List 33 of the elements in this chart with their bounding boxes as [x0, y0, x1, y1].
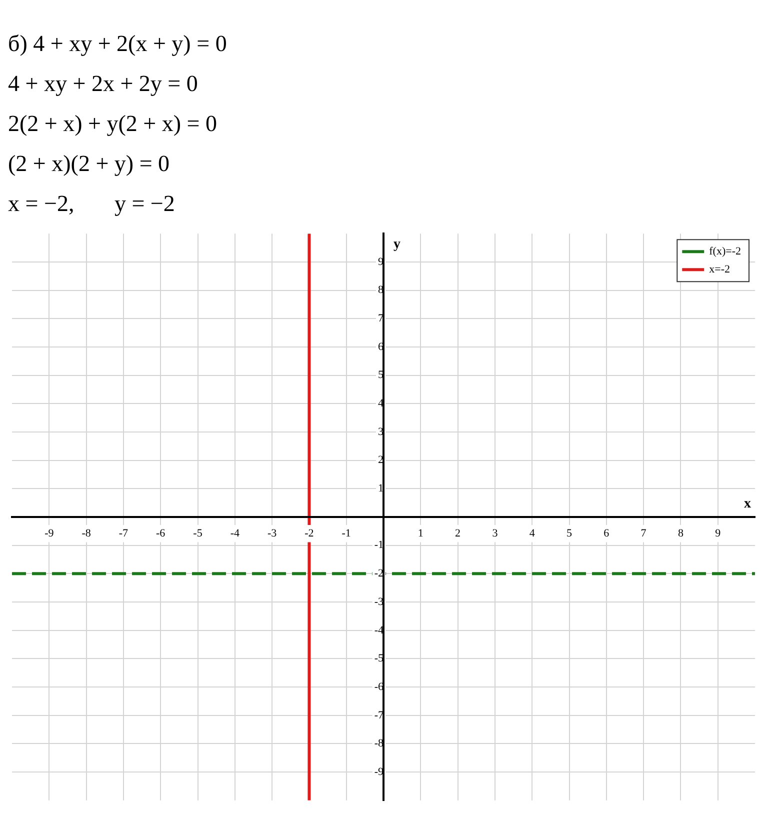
x-tick-label: 9 — [715, 527, 722, 540]
x-tick-label: -1 — [342, 527, 351, 540]
x-axis-title: x — [744, 496, 751, 512]
text: б) 4 + xy + 2(x + y) = 0 — [8, 30, 228, 58]
y-tick-label: -1 — [374, 539, 384, 552]
x-tick-label: -8 — [82, 527, 92, 540]
x-tick-label: -2 — [304, 527, 314, 540]
x-tick-label: 5 — [566, 527, 572, 540]
y-tick-label: 1 — [378, 482, 384, 495]
x-tick-label: -4 — [230, 527, 240, 540]
x-tick-label: 1 — [418, 527, 424, 540]
y-tick-label: 4 — [378, 398, 384, 410]
x-tick-label: 6 — [604, 527, 610, 540]
x-tick-label: -6 — [156, 527, 166, 540]
x-tick-label: -5 — [193, 527, 203, 540]
x-tick-label: 7 — [640, 527, 647, 540]
text: 4 + xy + 2x + 2y = 0 — [8, 70, 199, 98]
x-tick-label: 2 — [455, 527, 461, 540]
y-tick-label: -2 — [374, 568, 384, 580]
x-tick-label: -9 — [44, 527, 54, 540]
text: (2 + x)(2 + y) = 0 — [8, 150, 171, 178]
legend-label: x=-2 — [709, 263, 730, 276]
x-tick-label: 3 — [492, 527, 498, 540]
x-tick-label: 4 — [529, 527, 536, 540]
legend-label: f(x)=-2 — [709, 245, 742, 258]
text: 2(2 + x) + y(2 + x) = 0 — [8, 110, 218, 138]
y-tick-label: -4 — [374, 624, 384, 636]
y-axis-title: y — [394, 237, 400, 252]
y-tick-label: 2 — [378, 454, 384, 466]
x-tick-label: -7 — [118, 527, 129, 540]
x-tick-label: 8 — [678, 527, 684, 540]
text: x = −2, y = −2 — [8, 190, 176, 218]
x-tick-label: -3 — [267, 527, 278, 540]
